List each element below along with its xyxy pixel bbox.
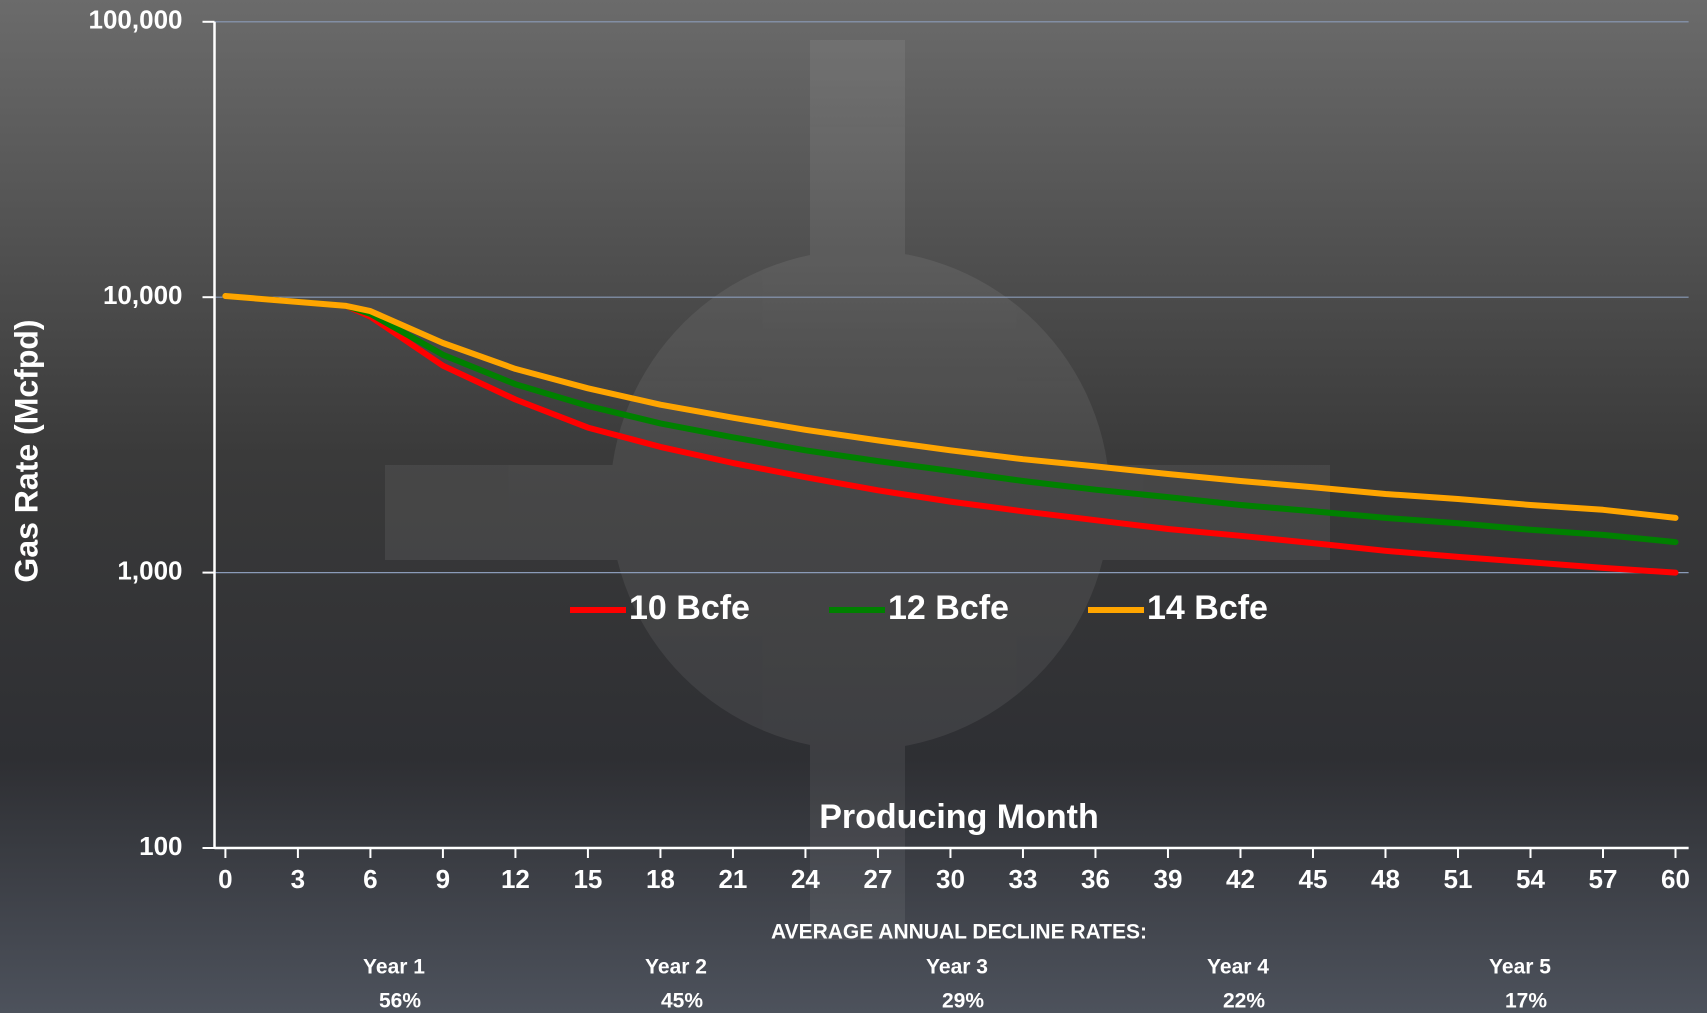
x-tick-label: 0 — [218, 864, 232, 894]
legend-label: 12 Bcfe — [888, 589, 1009, 627]
decline-period: Year 1 — [363, 956, 425, 979]
x-tick-label: 18 — [646, 864, 675, 894]
x-tick-label: 24 — [791, 864, 820, 894]
y-tick-label: 10,000 — [103, 280, 183, 310]
legend-label: 14 Bcfe — [1147, 589, 1268, 627]
legend-label: 10 Bcfe — [629, 589, 750, 627]
x-tick-label: 39 — [1154, 864, 1183, 894]
x-tick-label: 48 — [1371, 864, 1400, 894]
chart: Gas Rate (Mcfpd) Producing Month AVERAGE… — [0, 0, 1707, 1013]
x-tick-label: 33 — [1008, 864, 1037, 894]
page: {"chart_data": { "type": "line", "x_labe… — [0, 0, 1707, 1013]
decline-period: Year 2 — [645, 956, 707, 979]
y-tick-label: 1,000 — [117, 555, 182, 585]
x-tick-label: 45 — [1299, 864, 1328, 894]
y-axis-title: Gas Rate (Mcfpd) — [8, 319, 44, 582]
decline-rate: 45% — [661, 990, 703, 1013]
x-tick-label: 30 — [936, 864, 965, 894]
decline-period: Year 3 — [926, 956, 988, 979]
decline-period: Year 4 — [1207, 956, 1269, 979]
x-tick-label: 3 — [291, 864, 305, 894]
x-tick-label: 27 — [863, 864, 892, 894]
y-tick-label: 100,000 — [89, 5, 183, 35]
x-axis-title: Producing Month — [819, 798, 1099, 836]
decline-rate: 22% — [1223, 990, 1265, 1013]
decline-rate: 29% — [942, 990, 984, 1013]
x-tick-label: 57 — [1589, 864, 1618, 894]
x-tick-label: 36 — [1081, 864, 1110, 894]
x-tick-label: 12 — [501, 864, 530, 894]
x-tick-label: 6 — [363, 864, 377, 894]
x-tick-label: 42 — [1226, 864, 1255, 894]
decline-rate: 17% — [1505, 990, 1547, 1013]
x-tick-label: 60 — [1661, 864, 1690, 894]
decline-title: AVERAGE ANNUAL DECLINE RATES: — [771, 921, 1147, 944]
x-tick-label: 51 — [1444, 864, 1473, 894]
x-tick-label: 15 — [573, 864, 602, 894]
x-tick-label: 21 — [718, 864, 747, 894]
x-tick-label: 54 — [1516, 864, 1545, 894]
x-tick-label: 9 — [436, 864, 450, 894]
decline-rate: 56% — [379, 990, 421, 1013]
decline-period: Year 5 — [1489, 956, 1551, 979]
y-tick-label: 100 — [139, 831, 182, 861]
